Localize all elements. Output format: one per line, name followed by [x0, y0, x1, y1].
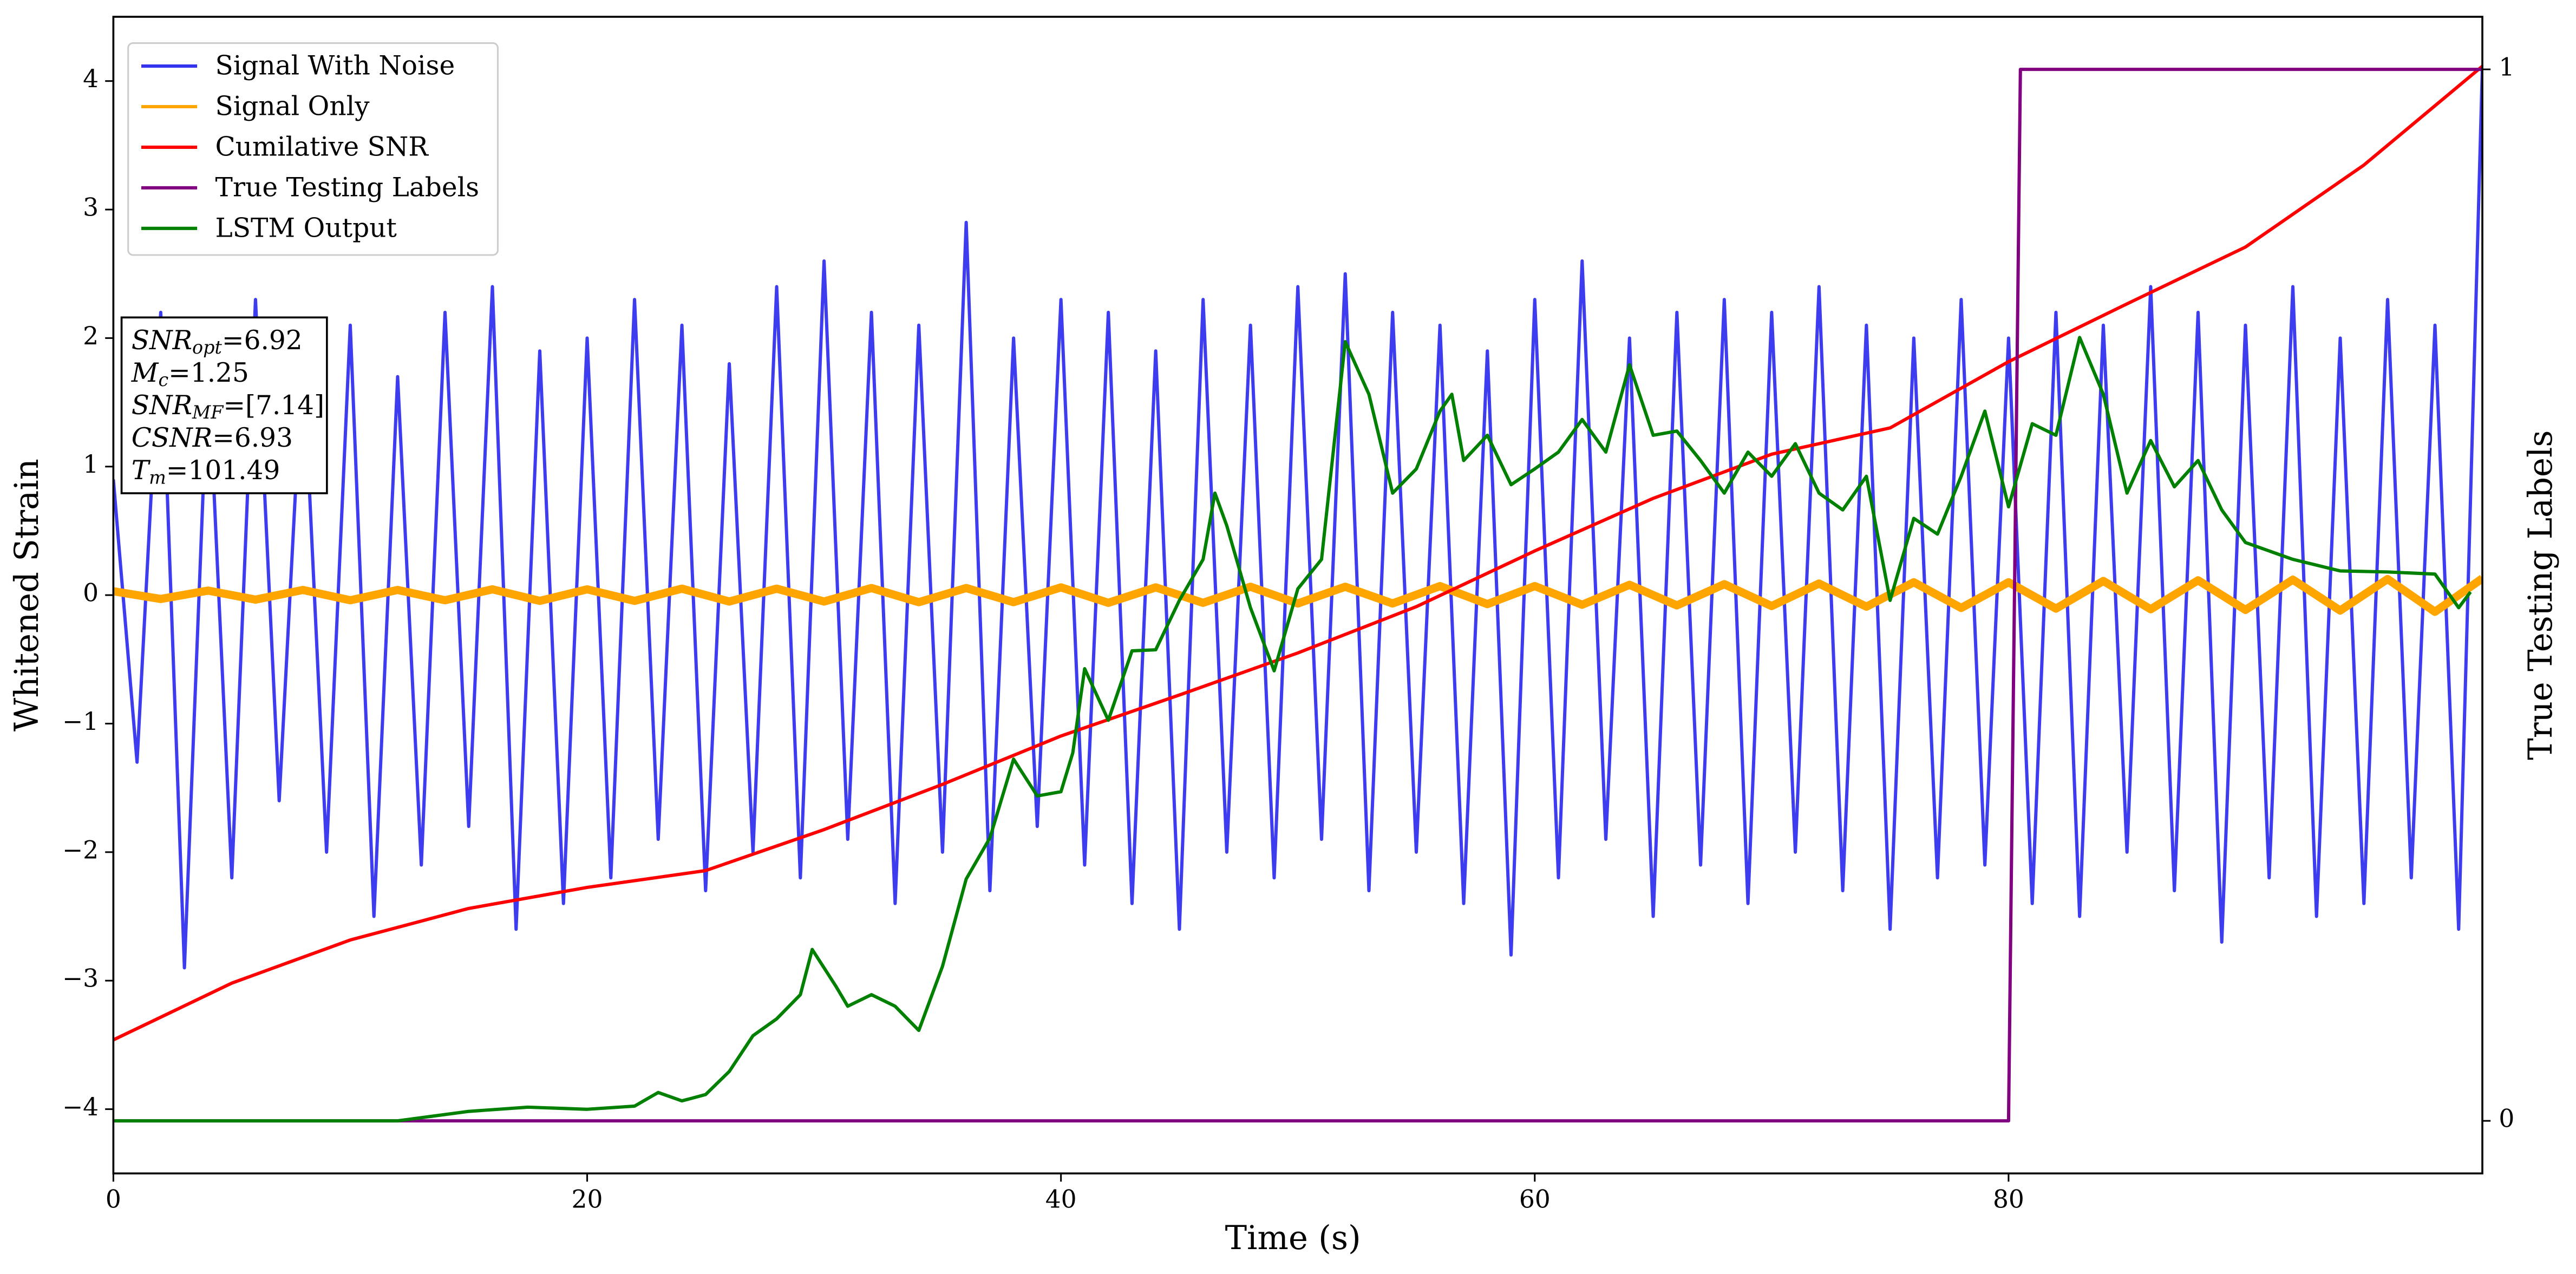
y2-tick-label: 0: [2499, 1105, 2514, 1133]
x-tick-label: 20: [572, 1185, 603, 1213]
y-tick-label: −2: [62, 835, 99, 864]
annotation-rest: =[7.14]: [223, 390, 324, 420]
annotation: SNRMF=[7.14]: [132, 390, 324, 423]
legend-label: Signal With Noise: [215, 51, 455, 81]
y2-tick-label: 1: [2499, 53, 2514, 82]
annotation-rest: =6.93: [212, 423, 293, 453]
annotation-base: SNR: [132, 325, 192, 355]
x-tick-label: 80: [1993, 1185, 2024, 1213]
y-tick-label: 4: [83, 64, 99, 93]
annotation-rest: =6.92: [222, 325, 303, 355]
x-axis-label: Time (s): [1225, 1219, 1361, 1257]
y-tick-label: 3: [83, 193, 99, 222]
series-line: [113, 574, 2483, 616]
y-tick-label: 0: [83, 579, 99, 607]
annotation-box: SNRopt=6.92Mc=1.25SNRMF=[7.14]CSNR=6.93T…: [120, 316, 328, 494]
x-tick-label: 40: [1045, 1185, 1077, 1213]
legend-box: [127, 42, 499, 256]
annotation-base: SNR: [132, 390, 192, 420]
annotation-sub: m: [149, 467, 166, 488]
y-tick-label: −1: [62, 707, 99, 736]
x-tick-label: 60: [1519, 1185, 1551, 1213]
plot-area: [113, 64, 2483, 1123]
series-line: [113, 64, 2483, 1042]
legend-label: Signal Only: [215, 92, 370, 122]
y-tick-label: 1: [83, 450, 99, 479]
y-axis-label: Whitened Strain: [8, 459, 46, 731]
annotation-rest: =1.25: [168, 357, 249, 388]
annotation: CSNR=6.93: [132, 423, 293, 453]
y-tick-label: 2: [83, 322, 99, 350]
series-line: [113, 68, 2483, 1123]
legend-label: Cumilative SNR: [215, 132, 429, 162]
annotation-base: T: [132, 455, 151, 486]
annotation-base: M: [131, 357, 159, 388]
annotation: SNRopt=6.92: [132, 325, 303, 358]
annotation-frame: [120, 316, 328, 494]
annotation: Mc=1.25: [131, 357, 249, 390]
annotation-base: CSNR: [132, 423, 212, 453]
legend-label: True Testing Labels: [215, 172, 480, 202]
legend-label: LSTM Output: [215, 213, 397, 243]
annotation-sub: MF: [192, 402, 224, 423]
series-line: [113, 336, 2472, 1123]
annotation: Tm=101.49: [132, 455, 280, 488]
series-line: [113, 68, 2483, 970]
legend: Signal With Noise Signal Only Cumilative S…: [127, 42, 499, 256]
annotation-sub: c: [158, 369, 168, 390]
y-tick-label: −3: [62, 964, 99, 993]
x-tick-label: 0: [106, 1185, 121, 1213]
annotation-sub: opt: [192, 337, 222, 358]
annotation-rest: =101.49: [166, 455, 280, 486]
y-tick-label: −4: [62, 1093, 99, 1121]
y2-axis-label: True Testing Labels: [2522, 430, 2560, 760]
